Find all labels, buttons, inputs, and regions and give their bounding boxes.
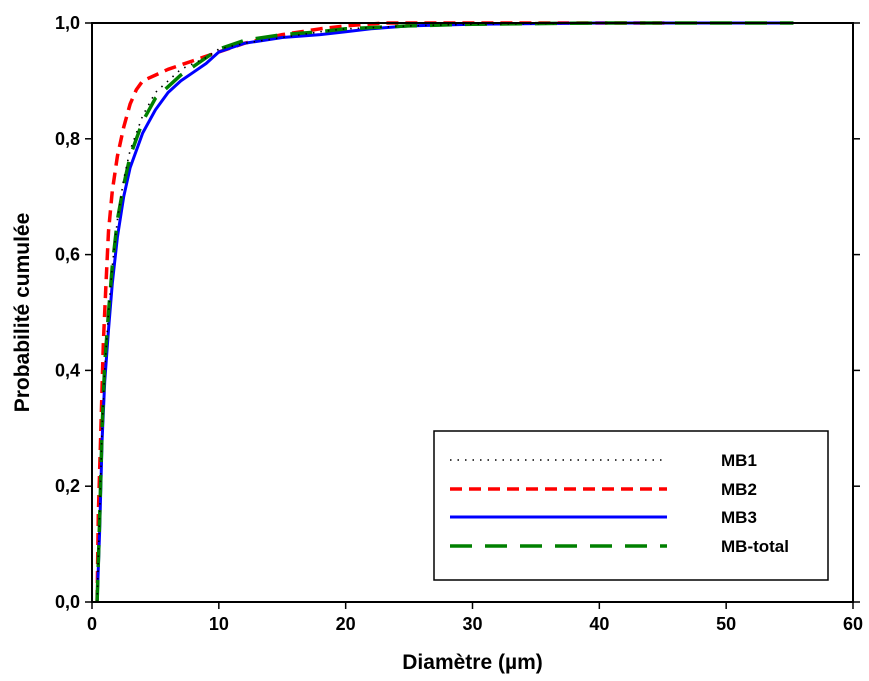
x-axis-ticks: 0 10 20 30 40 50 60 bbox=[87, 602, 863, 634]
x-tick-label: 30 bbox=[462, 614, 482, 634]
x-tick-label: 60 bbox=[843, 614, 863, 634]
y-axis-ticks: 0,0 0,2 0,4 0,6 0,8 1,0 bbox=[55, 13, 860, 612]
legend-label: MB2 bbox=[721, 480, 757, 499]
x-axis-title: Diamètre (µm) bbox=[402, 651, 542, 674]
legend-label: MB3 bbox=[721, 508, 757, 527]
legend-box bbox=[433, 430, 829, 581]
y-tick-label: 1,0 bbox=[55, 13, 80, 33]
y-axis-title: Probabilité cumulée bbox=[11, 213, 34, 413]
x-tick-label: 20 bbox=[336, 614, 356, 634]
series-line-mb-total bbox=[95, 21, 794, 603]
x-tick-label: 50 bbox=[716, 614, 736, 634]
x-tick-label: 0 bbox=[87, 614, 97, 634]
legend-label: MB1 bbox=[721, 451, 757, 470]
y-tick-label: 0,0 bbox=[55, 592, 80, 612]
y-tick-label: 0,4 bbox=[55, 360, 80, 380]
legend-label: MB-total bbox=[721, 537, 789, 556]
plot-lines bbox=[95, 21, 794, 603]
x-tick-label: 10 bbox=[209, 614, 229, 634]
x-tick-label: 40 bbox=[589, 614, 609, 634]
y-tick-label: 0,6 bbox=[55, 245, 80, 265]
y-tick-label: 0,2 bbox=[55, 476, 80, 496]
legend: MB1 MB2 MB3 MB-total bbox=[433, 430, 829, 581]
legend-items: MB1 MB2 MB3 MB-total bbox=[450, 451, 789, 556]
y-tick-label: 0,8 bbox=[55, 129, 80, 149]
